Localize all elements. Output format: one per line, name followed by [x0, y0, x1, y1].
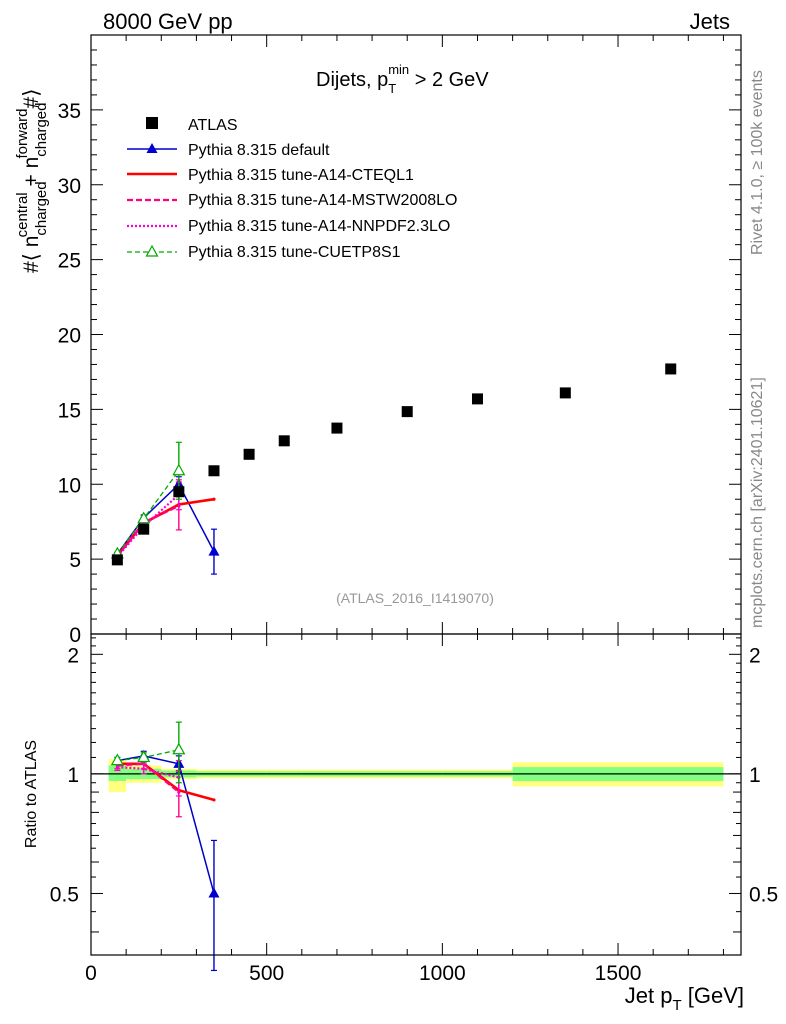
ratio-ytick-label-left: 1: [67, 764, 79, 787]
ylabel-sub2: charged: [33, 103, 50, 157]
main-ytick-label: 20: [58, 325, 81, 348]
ratio-ticks: [90, 634, 741, 955]
ratio-line-2: [117, 762, 180, 793]
x-tick-labels: 0 500 1000 1500: [85, 962, 641, 985]
mcplots-label: mcplots.cern.ch [arXiv:2401.10621]: [749, 377, 766, 628]
ylabel-sub1: charged: [33, 181, 50, 235]
header-left: 8000 GeV pp: [103, 9, 233, 34]
ratio-point-4-2: [172, 742, 186, 755]
ratio-point-0-3: [208, 887, 220, 898]
main-ytick-label: 35: [58, 100, 81, 123]
title-sub: T: [388, 81, 396, 96]
legend-label-mstw: Pythia 8.315 tune-A14-MSTW2008LO: [188, 192, 457, 209]
ylabel-c: #⟩: [20, 89, 43, 109]
x-tick-label: 1000: [419, 962, 466, 985]
x-axis-label: Jet pT [GeV]: [625, 983, 744, 1014]
ratio-point-4-0: [110, 753, 124, 766]
atlas-point: [401, 406, 413, 418]
ratio-ytick-label-right: 1: [749, 764, 761, 787]
main-point-4-1: [137, 511, 151, 524]
atlas-point: [243, 448, 255, 460]
ylabel-sup2: forward: [14, 108, 31, 158]
main-ytick-label: 0: [69, 624, 81, 647]
title-sup: min: [388, 62, 409, 77]
main-point-0-3: [208, 545, 220, 556]
legend-label-cuetp8s1: Pythia 8.315 tune-CUETP8S1: [188, 244, 401, 261]
chart-title: Dijets, pTmin > 2 GeV: [316, 62, 489, 96]
x-tick-label: 500: [249, 962, 284, 985]
ratio-line-3: [117, 766, 180, 779]
legend-marker-cuetp8s1: [145, 244, 159, 257]
atlas-point: [278, 435, 290, 447]
xlabel-sub: T: [672, 997, 681, 1014]
atlas-point: [665, 363, 677, 375]
main-ytick-label: 25: [58, 250, 81, 273]
main-ytick-label: 10: [58, 474, 81, 497]
ratio-point-3-1: [142, 767, 146, 771]
legend-marker-atlas: [146, 117, 158, 129]
ratio-point-4-1: [137, 750, 151, 763]
atlas-point: [111, 554, 123, 566]
ratio-ytick-label-right: 2: [749, 644, 761, 667]
atlas-point: [471, 393, 483, 405]
main-point-1-3: [212, 497, 216, 501]
atlas-point: [559, 387, 571, 399]
main-ytick-label: 15: [58, 399, 81, 422]
atlas-point: [208, 465, 220, 477]
ylabel-b: + n: [20, 157, 43, 193]
legend: ATLAS Pythia 8.315 default Pythia 8.315 …: [127, 117, 457, 261]
ratio-line-0: [117, 755, 215, 894]
main-point-4-2: [172, 463, 186, 476]
xlabel-tail: [GeV]: [682, 983, 744, 1008]
ratio-ytick-labels: 0.5 0.5 1 1 2 2: [50, 644, 778, 906]
x-tick-label: 1500: [595, 962, 642, 985]
ylabel-sup1: central: [14, 192, 31, 237]
atlas-point: [138, 523, 150, 535]
main-ytick-labels: 0 5 10 15 20 25 30 35: [58, 100, 81, 647]
atlas-point: [331, 422, 343, 434]
ratio-series: [110, 721, 220, 972]
main-data-points: [111, 363, 677, 566]
ratio-ytick-label-left: 0.5: [50, 883, 79, 906]
legend-label-nnpdf: Pythia 8.315 tune-A14-NNPDF2.3LO: [188, 218, 450, 235]
ratio-band-green: [108, 765, 127, 781]
ratio-ylabel: Ratio to ATLAS: [23, 740, 40, 848]
legend-marker-default: [146, 143, 158, 153]
ratio-ytick-label-right: 0.5: [749, 883, 778, 906]
main-line-0: [116, 483, 215, 555]
atlas-point: [173, 486, 185, 498]
main-ylabel: #⟨ nchargedcentral + nchargedforward#⟩: [14, 89, 50, 273]
main-line-2: [116, 505, 180, 557]
ratio-ytick-label-left: 2: [67, 644, 79, 667]
title-main: Dijets, p: [316, 69, 388, 91]
xlabel-main: Jet p: [625, 983, 673, 1008]
title-tail: > 2 GeV: [409, 69, 489, 91]
main-ytick-label: 30: [58, 175, 81, 198]
ylabel-a: #⟨ n: [20, 236, 43, 273]
ratio-bands: [108, 759, 724, 793]
main-ytick-label: 5: [69, 549, 81, 572]
main-series: [110, 441, 220, 575]
legend-label-atlas: ATLAS: [188, 117, 238, 134]
ratio-point-1-3: [212, 798, 216, 802]
legend-label-default: Pythia 8.315 default: [188, 142, 330, 159]
legend-label-cteql1: Pythia 8.315 tune-A14-CTEQL1: [188, 167, 414, 184]
rivet-label: Rivet 4.1.0, ≥ 100k events: [749, 70, 766, 255]
main-ticks: [90, 34, 741, 635]
ratio-point-3-0: [115, 765, 119, 769]
watermark: (ATLAS_2016_I1419070): [336, 590, 494, 606]
x-tick-label: 0: [85, 962, 97, 985]
ratio-frame: [90, 633, 742, 956]
ratio-panel: 0.5 0.5 1 1 2 2 0 500 1000 1500 Ratio to ATLAS J…: [23, 633, 778, 1014]
main-panel: 0 5 10 15 20 25 30 35 (ATLAS_2016_I1419070) Dij…: [14, 34, 742, 647]
header-right: Jets: [690, 9, 730, 34]
